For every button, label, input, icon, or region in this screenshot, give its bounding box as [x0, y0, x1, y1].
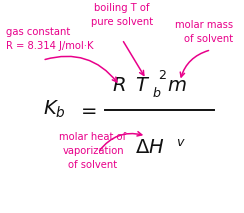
Text: boiling T of
pure solvent: boiling T of pure solvent	[91, 3, 153, 27]
Text: $m$: $m$	[167, 77, 186, 95]
Text: $R$: $R$	[112, 77, 126, 95]
Text: $T$: $T$	[135, 77, 151, 95]
Text: $b$: $b$	[152, 86, 162, 100]
Text: $v$: $v$	[176, 136, 186, 149]
Text: molar mass
of solvent: molar mass of solvent	[175, 20, 233, 44]
Text: $\Delta H$: $\Delta H$	[135, 139, 165, 157]
Text: $K_b$: $K_b$	[43, 99, 66, 120]
Text: $=$: $=$	[77, 101, 97, 119]
Text: molar heat of
vaporization
of solvent: molar heat of vaporization of solvent	[60, 132, 127, 170]
Text: $2$: $2$	[158, 69, 166, 82]
Text: gas constant
R = 8.314 J/mol·K: gas constant R = 8.314 J/mol·K	[6, 27, 94, 51]
